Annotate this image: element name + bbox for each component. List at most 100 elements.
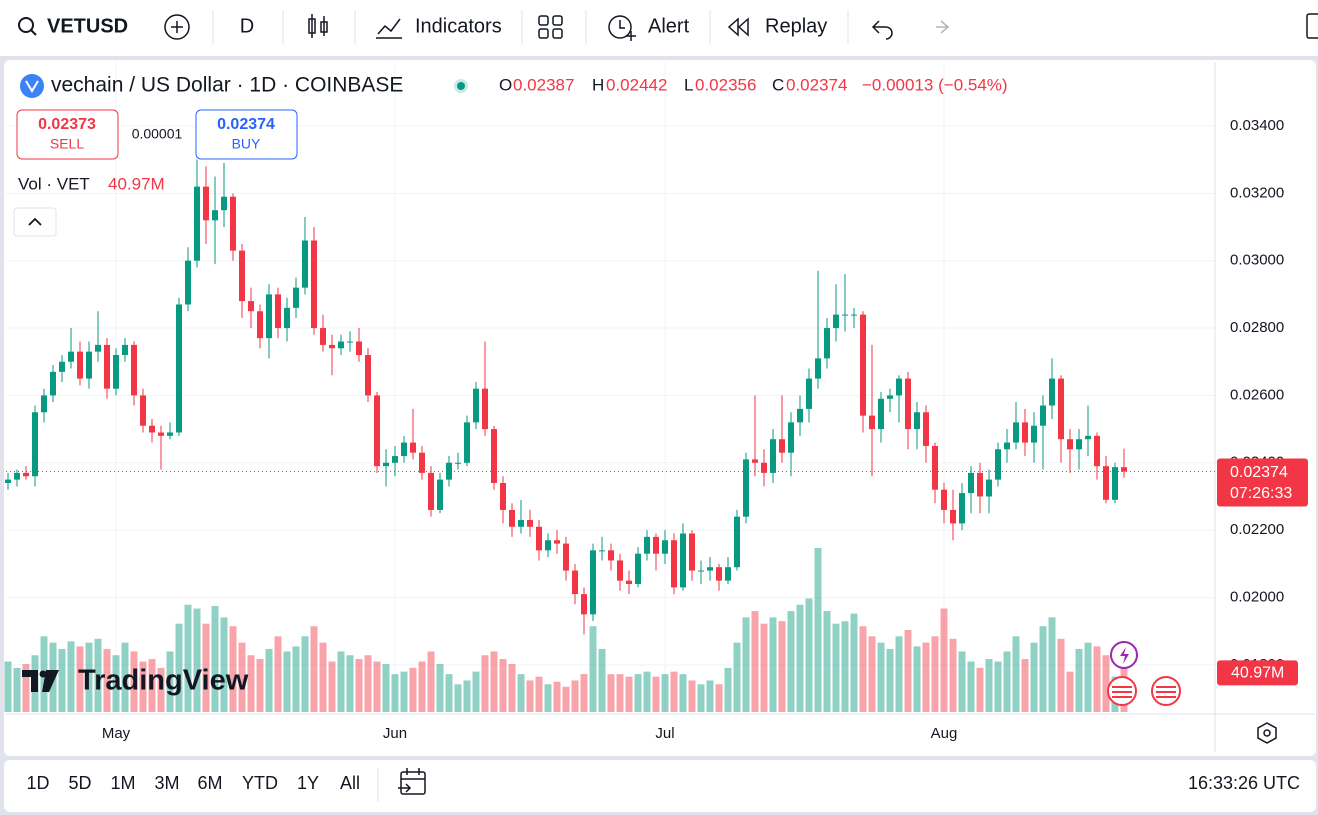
x-tick-label: Jul [655,725,674,742]
layouts[interactable] [538,15,563,39]
events[interactable] [1107,641,1181,706]
collapse-button[interactable] [13,207,57,237]
volume-bar [445,674,453,712]
volume-bar [886,648,894,712]
candle-body [905,378,911,430]
indicators-label[interactable]: Indicators [415,15,502,37]
volume-bar [553,681,561,712]
volume-bar [814,548,822,712]
candle-body [1112,467,1118,500]
volume-bar [769,617,777,712]
volume-bar [184,604,192,712]
range-button[interactable]: 5D [68,773,91,793]
y-tick-label: 0.03200 [1230,184,1284,201]
candle-body [320,328,326,345]
candle-body [977,472,983,497]
sell-label[interactable]: SELL [50,136,84,152]
candle-body [257,311,263,339]
undo[interactable] [871,20,893,40]
candle-body [239,250,245,302]
interval[interactable]: D [240,15,254,37]
symbol[interactable]: VETUSD [47,15,128,37]
volume-bar [1003,651,1011,712]
volume-bar [319,642,327,712]
volume-bar [724,667,732,712]
range-button[interactable]: 3M [154,773,179,793]
panel-toggle[interactable] [1306,13,1318,39]
candle-body [824,328,830,359]
candle-body [221,196,227,211]
candle-body [50,371,56,396]
volume-bar [760,623,768,712]
candle-body [689,533,695,571]
volume-bar [274,636,282,712]
add-symbol[interactable] [164,14,190,40]
range-button[interactable]: All [340,773,360,793]
volume-bar [382,664,390,712]
volume-bar [1057,638,1065,712]
indicators[interactable]: Indicators [376,15,502,39]
candle-body [545,540,551,551]
x-tick-label: Aug [931,725,958,742]
volume-bar [1039,626,1047,712]
sell-button[interactable]: 0.02373 SELL [16,109,119,160]
candle-body [293,287,299,308]
candle-body [779,439,785,453]
range-button[interactable]: 1M [110,773,135,793]
chart-type[interactable] [308,14,328,38]
range-button[interactable]: YTD [242,773,278,793]
candle-body [770,439,776,473]
replay[interactable]: Replay [727,15,827,37]
volume-bar [337,651,345,712]
candle-body [914,412,920,430]
candle-body [122,344,128,356]
alert[interactable]: Alert [608,15,690,41]
alert-label[interactable]: Alert [648,15,690,37]
volume-bar [364,655,372,712]
volume-bar [139,661,147,712]
redo[interactable] [936,20,950,34]
volume-bar [706,680,714,712]
volume-bar [229,626,237,712]
x-tick-label: Jun [383,725,407,742]
candle-body [563,543,569,571]
candle-body [554,540,560,544]
open-value: 0.02387 [513,75,574,94]
buy-button[interactable]: 0.02374 BUY [195,109,298,160]
candle-body [1031,425,1037,443]
volume-bar [1102,655,1110,712]
buy-label[interactable]: BUY [232,136,261,152]
logo-text: TradingView [78,665,249,697]
candle-body [437,479,443,510]
range-button[interactable]: 1Y [297,773,319,793]
volume-bar [544,684,552,712]
sell-price[interactable]: 0.02373 [38,116,96,133]
volume-bar [895,636,903,712]
volume-bar [463,680,471,712]
volume-bar [490,651,498,712]
range-button[interactable]: 6M [197,773,222,793]
volume-bar [238,642,246,712]
volume-bar [598,648,606,712]
candle-body [707,567,713,571]
settings[interactable] [1257,722,1277,744]
candle-body [158,432,164,436]
candle-body [446,462,452,480]
date-range[interactable] [398,768,426,795]
candle-body [356,341,362,356]
candle-body [338,341,344,349]
buy-price[interactable]: 0.02374 [217,116,275,133]
candle-body [653,536,659,554]
replay-label[interactable]: Replay [765,15,827,37]
candle-body [77,351,83,379]
volume-bar [841,621,849,712]
low-value: 0.02356 [695,75,756,94]
volume-bar [1012,636,1020,712]
range-button[interactable]: 1D [26,773,49,793]
volume-bar [418,661,426,712]
search[interactable]: VETUSD [18,15,128,37]
volume-bar [256,659,264,712]
volume-bar [859,626,867,712]
y-tick-label: 0.03400 [1230,117,1284,134]
